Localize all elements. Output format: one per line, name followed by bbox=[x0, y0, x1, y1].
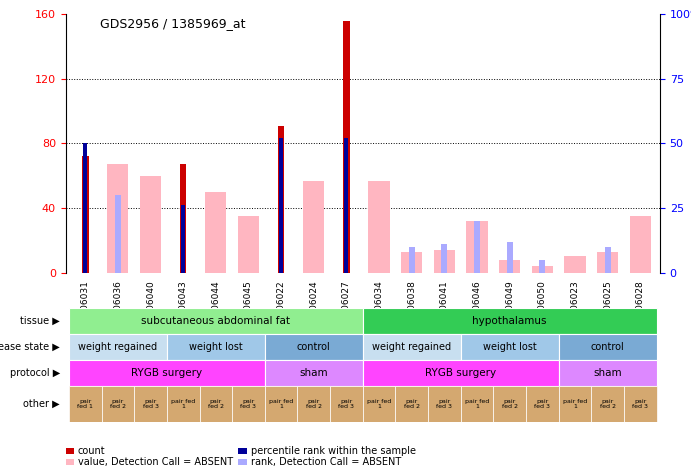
Bar bbox=[605, 247, 611, 273]
Text: percentile rank within the sample: percentile rank within the sample bbox=[251, 446, 415, 456]
Bar bbox=[532, 266, 553, 273]
Bar bbox=[540, 260, 545, 273]
Bar bbox=[140, 176, 161, 273]
Text: pair fed
1: pair fed 1 bbox=[171, 399, 196, 410]
Text: pair
fed 3: pair fed 3 bbox=[240, 399, 256, 410]
Bar bbox=[466, 221, 488, 273]
Bar bbox=[499, 260, 520, 273]
Text: control: control bbox=[297, 342, 331, 352]
Text: pair
fed 2: pair fed 2 bbox=[502, 399, 518, 410]
Bar bbox=[181, 205, 185, 273]
Text: sham: sham bbox=[299, 368, 328, 378]
Bar bbox=[238, 216, 259, 273]
Text: pair
fed 3: pair fed 3 bbox=[142, 399, 158, 410]
Text: count: count bbox=[78, 446, 106, 456]
Text: pair
fed 3: pair fed 3 bbox=[437, 399, 453, 410]
Bar bbox=[526, 386, 559, 422]
Text: subcutaneous abdominal fat: subcutaneous abdominal fat bbox=[142, 316, 290, 326]
Bar bbox=[345, 138, 348, 273]
Bar bbox=[69, 334, 167, 360]
Bar bbox=[200, 386, 232, 422]
Bar bbox=[167, 334, 265, 360]
Bar bbox=[265, 386, 297, 422]
Bar bbox=[409, 247, 415, 273]
Bar bbox=[69, 308, 363, 334]
Bar bbox=[559, 334, 656, 360]
Text: tissue ▶: tissue ▶ bbox=[20, 316, 60, 326]
Text: control: control bbox=[591, 342, 625, 352]
Text: pair fed
1: pair fed 1 bbox=[367, 399, 391, 410]
Text: pair
fed 3: pair fed 3 bbox=[339, 399, 354, 410]
Text: value, Detection Call = ABSENT: value, Detection Call = ABSENT bbox=[78, 456, 233, 466]
Bar bbox=[363, 334, 461, 360]
Bar bbox=[265, 334, 363, 360]
Bar bbox=[69, 386, 102, 422]
Bar bbox=[624, 386, 656, 422]
Bar bbox=[82, 156, 88, 273]
Bar bbox=[363, 308, 656, 334]
Bar bbox=[180, 164, 187, 273]
Text: pair
fed 2: pair fed 2 bbox=[208, 399, 224, 410]
Bar bbox=[84, 144, 87, 273]
Text: protocol ▶: protocol ▶ bbox=[10, 368, 60, 378]
Bar bbox=[493, 386, 526, 422]
Bar bbox=[363, 360, 559, 386]
Bar bbox=[102, 386, 134, 422]
Text: weight lost: weight lost bbox=[189, 342, 243, 352]
Bar bbox=[559, 386, 591, 422]
Bar bbox=[428, 386, 461, 422]
Bar bbox=[474, 221, 480, 273]
Text: pair
fed 2: pair fed 2 bbox=[306, 399, 322, 410]
Text: hypothalamus: hypothalamus bbox=[473, 316, 547, 326]
Text: pair
fed 3: pair fed 3 bbox=[534, 399, 550, 410]
Bar bbox=[591, 386, 624, 422]
Bar bbox=[134, 386, 167, 422]
Bar bbox=[265, 360, 363, 386]
Bar bbox=[69, 360, 265, 386]
Text: pair
fed 2: pair fed 2 bbox=[404, 399, 419, 410]
Text: disease state ▶: disease state ▶ bbox=[0, 342, 60, 352]
Text: weight lost: weight lost bbox=[483, 342, 537, 352]
Bar bbox=[278, 126, 285, 273]
Bar bbox=[565, 256, 585, 273]
Bar bbox=[330, 386, 363, 422]
Bar bbox=[434, 250, 455, 273]
Bar bbox=[205, 192, 227, 273]
Bar bbox=[368, 181, 390, 273]
Bar bbox=[167, 386, 200, 422]
Bar bbox=[461, 386, 493, 422]
Text: sham: sham bbox=[594, 368, 622, 378]
Text: pair
fed 1: pair fed 1 bbox=[77, 399, 93, 410]
Bar bbox=[107, 164, 129, 273]
Text: pair fed
1: pair fed 1 bbox=[465, 399, 489, 410]
Bar bbox=[232, 386, 265, 422]
Text: rank, Detection Call = ABSENT: rank, Detection Call = ABSENT bbox=[251, 456, 401, 466]
Text: RYGB surgery: RYGB surgery bbox=[425, 368, 496, 378]
Text: pair fed
1: pair fed 1 bbox=[563, 399, 587, 410]
Bar bbox=[363, 386, 395, 422]
Text: pair
fed 3: pair fed 3 bbox=[632, 399, 648, 410]
Bar bbox=[597, 252, 618, 273]
Bar bbox=[303, 181, 324, 273]
Text: pair
fed 2: pair fed 2 bbox=[110, 399, 126, 410]
Bar bbox=[297, 386, 330, 422]
Bar bbox=[278, 169, 284, 273]
Text: GDS2956 / 1385969_at: GDS2956 / 1385969_at bbox=[100, 17, 246, 29]
Bar bbox=[115, 195, 121, 273]
Text: weight regained: weight regained bbox=[372, 342, 451, 352]
Bar bbox=[442, 244, 447, 273]
Text: RYGB surgery: RYGB surgery bbox=[131, 368, 202, 378]
Bar bbox=[630, 216, 651, 273]
Text: pair
fed 2: pair fed 2 bbox=[600, 399, 616, 410]
Bar bbox=[507, 242, 513, 273]
Bar bbox=[461, 334, 559, 360]
Text: other ▶: other ▶ bbox=[23, 399, 60, 409]
Bar bbox=[343, 21, 350, 273]
Bar bbox=[559, 360, 656, 386]
Bar bbox=[279, 138, 283, 273]
Bar bbox=[401, 252, 422, 273]
Text: weight regained: weight regained bbox=[78, 342, 158, 352]
Text: pair fed
1: pair fed 1 bbox=[269, 399, 293, 410]
Bar bbox=[395, 386, 428, 422]
